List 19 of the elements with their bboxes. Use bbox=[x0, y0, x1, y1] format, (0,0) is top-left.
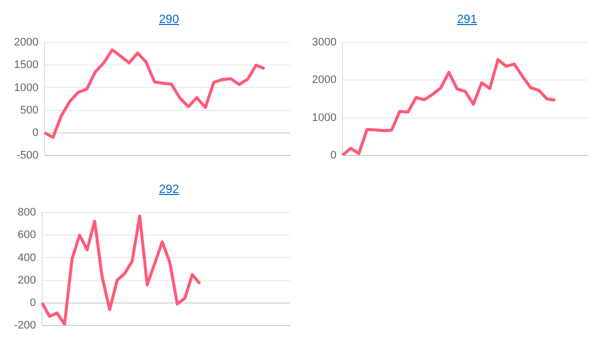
y-tick-label: 400 bbox=[18, 252, 36, 264]
y-tick-label: 800 bbox=[18, 206, 36, 219]
y-tick-label: 2000 bbox=[14, 36, 38, 49]
y-tick-label: 1000 bbox=[312, 112, 336, 124]
y-tick-label: 0 bbox=[330, 149, 336, 162]
y-tick-label: 0 bbox=[32, 126, 38, 139]
chart-title: 290 bbox=[158, 11, 180, 28]
y-tick-label: 1000 bbox=[14, 82, 38, 94]
y-tick-label: 500 bbox=[20, 104, 38, 116]
y-tick-label: -200 bbox=[14, 319, 36, 332]
chart-title: 292 bbox=[158, 181, 180, 198]
y-tick-label: 200 bbox=[18, 274, 36, 286]
y-tick-label: -500 bbox=[16, 149, 38, 162]
y-tick-label: 0 bbox=[30, 296, 36, 309]
chart-title: 291 bbox=[456, 11, 478, 28]
y-tick-label: 1500 bbox=[14, 59, 38, 72]
y-tick-label: 600 bbox=[18, 229, 36, 242]
y-tick-label: 2000 bbox=[312, 74, 336, 86]
y-tick-label: 3000 bbox=[312, 36, 336, 49]
